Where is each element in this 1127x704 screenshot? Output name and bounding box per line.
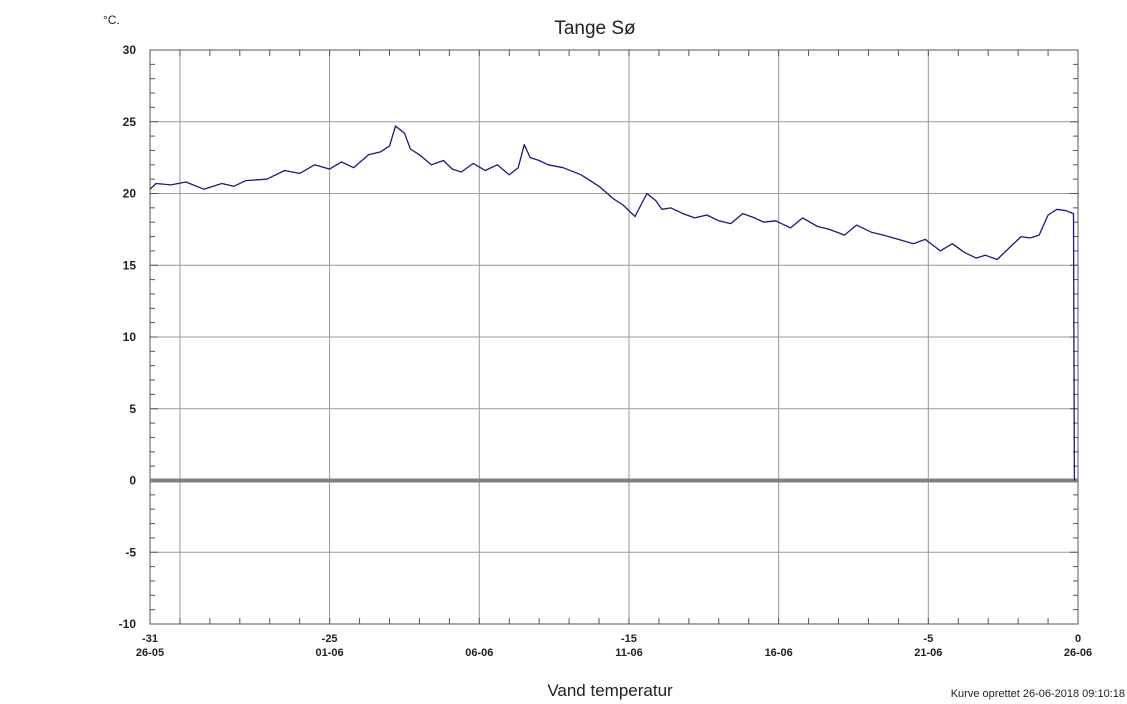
grid-lines (150, 50, 1078, 624)
x-tick-day-label: -15 (621, 633, 637, 645)
y-tick-label: 0 (129, 474, 136, 488)
y-tick-label: 10 (123, 330, 137, 344)
y-unit-label: °C. (103, 13, 120, 27)
x-tick-date-label: 06-06 (465, 647, 493, 659)
x-tick-date-label: 26-06 (1064, 647, 1092, 659)
minor-ticks (149, 49, 1079, 625)
x-tick-date-label: 11-06 (615, 647, 643, 659)
x-tick-date-label: 21-06 (914, 647, 942, 659)
x-tick-day-label: 0 (1075, 633, 1081, 645)
footer-created-timestamp: Kurve oprettet 26-06-2018 09:10:18 (951, 688, 1125, 700)
x-tick-date-label: 01-06 (316, 647, 344, 659)
x-tick-day-label: -25 (322, 633, 338, 645)
y-tick-labels: 30 25 20 15 10 5 0 -5 -10 (119, 43, 137, 631)
y-tick-label: 5 (129, 402, 136, 416)
x-tick-day-label: -5 (923, 633, 933, 645)
series-group (149, 125, 1076, 481)
x-tick-day-label: -31 (142, 633, 158, 645)
x-axis-label: Vand temperatur (547, 681, 673, 700)
y-tick-label: -5 (125, 545, 136, 559)
x-tick-date-label: 26-05 (136, 647, 164, 659)
y-tick-label: -10 (119, 617, 137, 631)
series-line-water-temperature (149, 125, 1076, 481)
chart-title: Tange Sø (554, 18, 636, 39)
x-tick-date-label: 16-06 (765, 647, 793, 659)
y-tick-label: 20 (123, 187, 137, 201)
y-tick-label: 30 (123, 43, 137, 57)
x-tick-labels: -31 26-05 -25 01-06 06-06 -15 11-06 16-06 -5 21-0… (136, 633, 1092, 659)
y-tick-label: 25 (123, 115, 137, 129)
y-tick-label: 15 (123, 258, 137, 272)
